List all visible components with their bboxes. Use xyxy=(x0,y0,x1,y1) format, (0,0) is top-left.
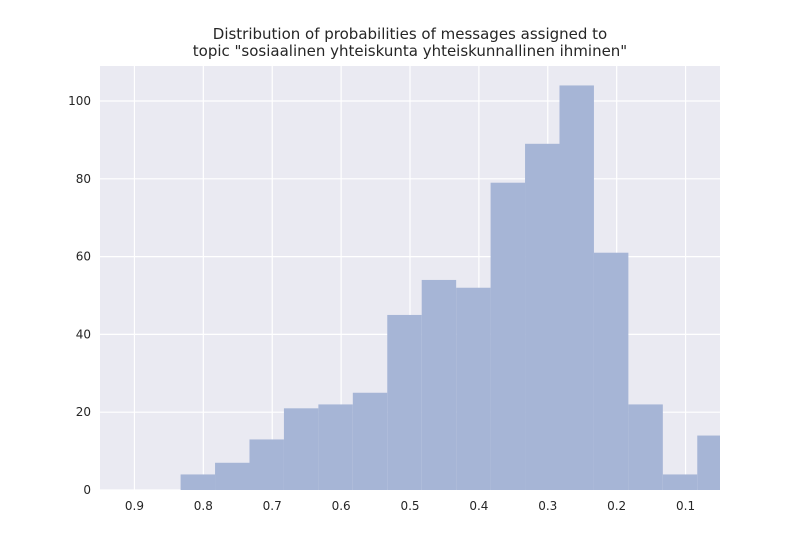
histogram-bar-0 xyxy=(180,474,216,490)
histogram-bar-12 xyxy=(593,252,629,490)
histogram-bar-15 xyxy=(697,435,720,490)
x-tick-label-7: 0.2 xyxy=(607,499,626,513)
histogram-bar-6 xyxy=(387,314,422,490)
x-tick-label-8: 0.1 xyxy=(676,499,695,513)
y-tick-label-1: 20 xyxy=(76,405,91,419)
x-tick-label-3: 0.6 xyxy=(332,499,351,513)
x-tick-label-5: 0.4 xyxy=(469,499,488,513)
histogram-bar-2 xyxy=(249,439,284,490)
x-axis-ticks: 0.9 0.8 0.7 0.6 0.5 0.4 0.3 0.2 0.1 xyxy=(125,499,695,513)
y-tick-label-5: 100 xyxy=(68,94,91,108)
x-tick-label-1: 0.8 xyxy=(194,499,213,513)
x-tick-label-6: 0.3 xyxy=(538,499,557,513)
histogram-bar-5 xyxy=(352,392,388,490)
y-axis-ticks: 0 20 40 60 80 100 xyxy=(68,94,91,497)
y-tick-label-3: 60 xyxy=(76,250,91,264)
histogram-bar-14 xyxy=(662,474,698,490)
x-tick-label-4: 0.5 xyxy=(400,499,419,513)
histogram-bar-7 xyxy=(421,279,457,490)
chart-title-line-1: Distribution of probabilities of message… xyxy=(212,25,608,43)
histogram-bars xyxy=(180,85,720,491)
x-tick-label-0: 0.9 xyxy=(125,499,144,513)
histogram-bar-10 xyxy=(525,143,560,491)
y-tick-label-2: 40 xyxy=(76,327,91,341)
chart-title-line-2: topic "sosiaalinen yhteiskunta yhteiskun… xyxy=(192,42,628,60)
x-tick-label-2: 0.7 xyxy=(263,499,282,513)
histogram-bar-11 xyxy=(559,85,594,491)
y-tick-label-4: 80 xyxy=(76,172,91,186)
y-tick-label-0: 0 xyxy=(83,483,91,497)
histogram-bar-1 xyxy=(215,462,250,490)
histogram-bar-4 xyxy=(318,404,353,490)
histogram-bar-8 xyxy=(456,287,491,490)
histogram-bar-9 xyxy=(490,182,526,490)
histogram-bar-3 xyxy=(283,408,319,490)
histogram-bar-13 xyxy=(628,404,663,490)
